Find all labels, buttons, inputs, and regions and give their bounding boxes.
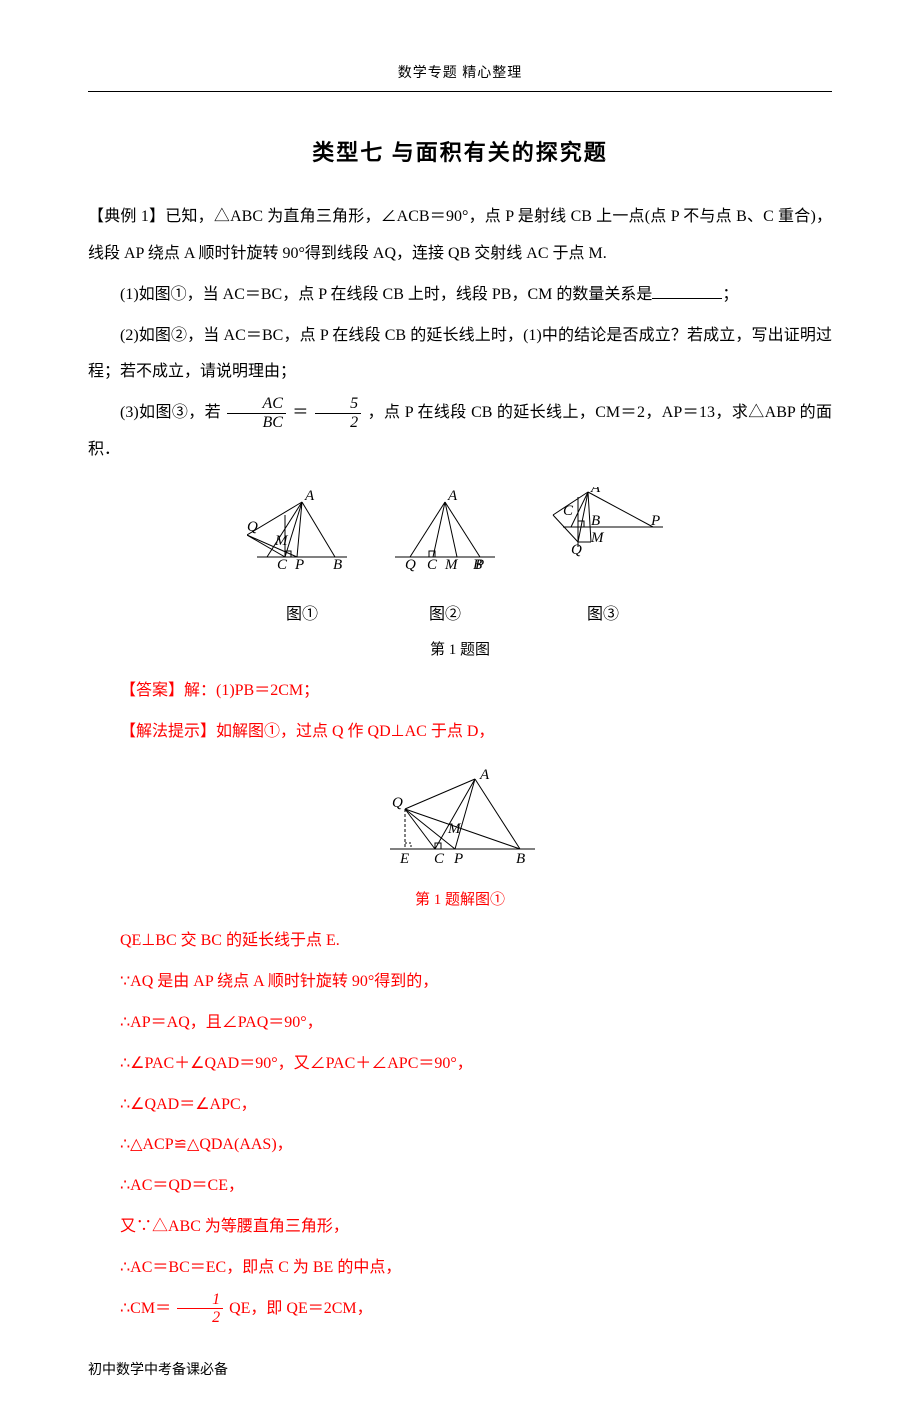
figure-1: AQMCPB 图① ACMBPQ 图② ACBPMQ 图③ 第 1 题图 xyxy=(88,487,832,666)
answer-line: 【答案】解：(1)PB＝2CM； xyxy=(88,673,832,710)
last-a: ∴CM＝ xyxy=(120,1300,171,1317)
sol-line-7: 又∵△ABC 为等腰直角三角形， xyxy=(88,1209,832,1246)
fig-label-2: 图② xyxy=(385,599,505,630)
svg-text:A: A xyxy=(304,488,315,504)
svg-text:P: P xyxy=(294,557,304,573)
sol-line-4: ∴∠QAD＝∠APC， xyxy=(88,1087,832,1124)
sol-line-last: ∴CM＝ 12 QE，即 QE＝2CM， xyxy=(88,1291,832,1328)
intro-text: 【典例 1】已知，△ABC 为直角三角形，∠ACB＝90°，点 P 是射线 CB… xyxy=(88,208,832,262)
sol-line-1: ∵AQ 是由 AP 绕点 A 顺时针旋转 90°得到的， xyxy=(88,964,832,1001)
svg-text:A: A xyxy=(447,488,458,504)
fig-panel-1: A QMCP B 图① xyxy=(247,487,357,630)
svg-text:Q: Q xyxy=(247,519,258,535)
page-footer: 初中数学中考备课必备 xyxy=(88,1357,832,1384)
svg-text:B: B xyxy=(333,557,342,573)
svg-text:P: P xyxy=(474,557,484,573)
page-header: 数学专题 精心整理 xyxy=(88,60,832,92)
figure-1-row: AQMCPB 图① ACMBPQ 图② ACBPMQ 图③ xyxy=(88,487,832,630)
svg-text:C: C xyxy=(427,557,438,573)
sol-line-6: ∴AC＝QD＝CE， xyxy=(88,1168,832,1205)
problem-part1: (1)如图①，当 AC＝BC，点 P 在线段 CB 上时，线段 PB，CM 的数… xyxy=(88,277,832,314)
frac-1-2: 12 xyxy=(177,1291,223,1327)
svg-text:M: M xyxy=(444,557,459,573)
fig-label-1: 图① xyxy=(247,599,357,630)
svg-text:P: P xyxy=(650,513,660,529)
fig-panel-2: ACMBPQ 图② xyxy=(385,487,505,630)
svg-text:A: A xyxy=(479,769,490,783)
svg-text:M: M xyxy=(274,533,289,549)
sol-line-8: ∴AC＝BC＝EC，即点 C 为 BE 的中点， xyxy=(88,1250,832,1287)
page-title: 类型七 与面积有关的探究题 xyxy=(88,132,832,175)
svg-text:Q: Q xyxy=(392,795,403,811)
sol-line-5: ∴△ACP≌△QDA(AAS)， xyxy=(88,1127,832,1164)
sol-line-2: ∴AP＝AQ，且∠PAQ＝90°， xyxy=(88,1005,832,1042)
p3-a: (3)如图③，若 xyxy=(120,404,221,421)
svg-text:C: C xyxy=(563,503,574,519)
p3-eq: ＝ xyxy=(292,404,308,421)
solution-diagram: A Q M E CP B xyxy=(360,769,560,869)
fig-panel-3: A C B P MQ 图③ xyxy=(533,487,673,630)
svg-text:P: P xyxy=(453,851,463,867)
sol-line-0: QE⊥BC 交 BC 的延长线于点 E. xyxy=(88,923,832,960)
sol-line-3: ∴∠PAC＋∠QAD＝90°，又∠PAC＋∠APC＝90°， xyxy=(88,1046,832,1083)
figure-2: A Q M E CP B 第 1 题解图① xyxy=(88,769,832,915)
svg-text:Q: Q xyxy=(571,542,582,558)
frac-ac-bc: ACBC xyxy=(227,395,285,431)
problem-part3: (3)如图③，若 ACBC ＝ 52 ，点 P 在线段 CB 的延长线上，CM＝… xyxy=(88,395,832,469)
diagram-2: ACMBPQ xyxy=(385,487,505,582)
p1-text-b: ； xyxy=(722,286,738,303)
last-b: QE，即 QE＝2CM， xyxy=(229,1300,373,1317)
svg-text:C: C xyxy=(277,557,288,573)
blank-fill xyxy=(652,298,722,299)
svg-text:Q: Q xyxy=(405,557,416,573)
diagram-1: A QMCP B xyxy=(247,487,357,582)
svg-text:B: B xyxy=(591,513,600,529)
problem-intro: 【典例 1】已知，△ABC 为直角三角形，∠ACB＝90°，点 P 是射线 CB… xyxy=(88,199,832,273)
hint-line: 【解法提示】如解图①，过点 Q 作 QD⊥AC 于点 D， xyxy=(88,714,832,751)
problem-part2: (2)如图②，当 AC＝BC，点 P 在线段 CB 的延长线上时，(1)中的结论… xyxy=(88,318,832,392)
fig-label-3: 图③ xyxy=(533,599,673,630)
p1-text-a: (1)如图①，当 AC＝BC，点 P 在线段 CB 上时，线段 PB，CM 的数… xyxy=(120,286,652,303)
figure-2-caption: 第 1 题解图① xyxy=(88,886,832,915)
figure-1-caption: 第 1 题图 xyxy=(88,636,832,665)
svg-text:M: M xyxy=(590,530,605,546)
svg-text:B: B xyxy=(516,851,525,867)
svg-text:M: M xyxy=(447,821,462,837)
solution-block: QE⊥BC 交 BC 的延长线于点 E. ∵AQ 是由 AP 绕点 A 顺时针旋… xyxy=(88,923,832,1327)
frac-5-2: 52 xyxy=(315,395,361,431)
svg-text:A: A xyxy=(590,487,601,496)
diagram-3: A C B P MQ xyxy=(533,487,673,582)
svg-text:E: E xyxy=(399,851,409,867)
svg-text:C: C xyxy=(434,851,445,867)
